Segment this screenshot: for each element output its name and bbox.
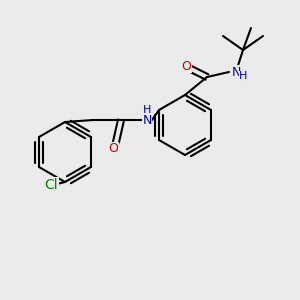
Text: N: N [231, 65, 241, 79]
Text: O: O [181, 59, 191, 73]
Text: O: O [108, 142, 118, 155]
Text: H: H [239, 71, 247, 81]
Text: H: H [143, 105, 151, 115]
Text: N: N [142, 113, 152, 127]
Text: Cl: Cl [44, 178, 58, 192]
